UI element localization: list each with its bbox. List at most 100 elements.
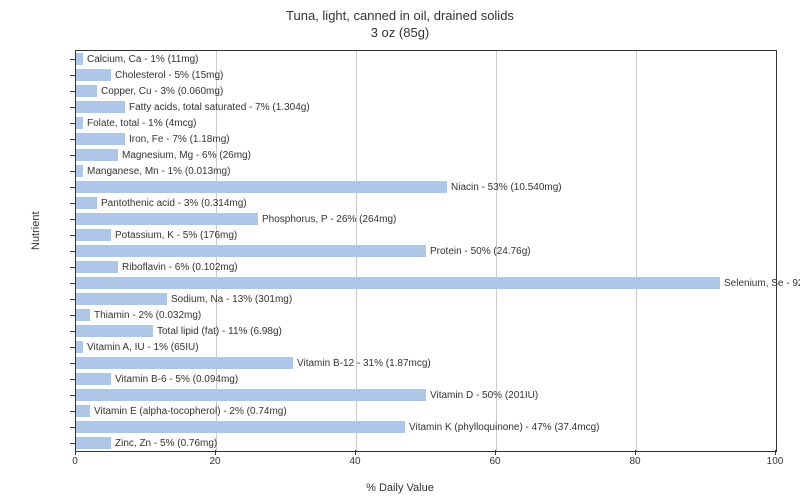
y-tick	[70, 59, 75, 60]
bar-row: Potassium, K - 5% (176mg)	[76, 229, 237, 241]
bar-row: Selenium, Se - 92% (64.6mcg)	[76, 277, 800, 289]
nutrient-bar	[76, 213, 258, 225]
bar-row: Sodium, Na - 13% (301mg)	[76, 293, 292, 305]
nutrient-bar-label: Zinc, Zn - 5% (0.76mg)	[115, 438, 217, 449]
bar-row: Folate, total - 1% (4mcg)	[76, 117, 196, 129]
bar-row: Riboflavin - 6% (0.102mg)	[76, 261, 238, 273]
y-tick	[70, 427, 75, 428]
bar-row: Phosphorus, P - 26% (264mg)	[76, 213, 396, 225]
y-tick	[70, 411, 75, 412]
nutrient-bar	[76, 389, 426, 401]
x-tick-label: 20	[209, 456, 220, 467]
nutrient-bar-label: Vitamin K (phylloquinone) - 47% (37.4mcg…	[409, 422, 599, 433]
y-tick	[70, 187, 75, 188]
x-tick	[635, 450, 636, 455]
nutrient-bar	[76, 357, 293, 369]
bar-row: Vitamin B-12 - 31% (1.87mcg)	[76, 357, 431, 369]
nutrient-bar	[76, 85, 97, 97]
chart-title: Tuna, light, canned in oil, drained soli…	[0, 0, 800, 42]
bar-row: Fatty acids, total saturated - 7% (1.304…	[76, 101, 310, 113]
nutrient-bar-label: Vitamin D - 50% (201IU)	[430, 390, 538, 401]
nutrient-bar	[76, 181, 447, 193]
nutrient-bar-label: Iron, Fe - 7% (1.18mg)	[129, 134, 230, 145]
nutrient-bar-label: Fatty acids, total saturated - 7% (1.304…	[129, 102, 310, 113]
bar-row: Vitamin A, IU - 1% (65IU)	[76, 341, 199, 353]
title-line-1: Tuna, light, canned in oil, drained soli…	[0, 8, 800, 25]
nutrient-bar	[76, 261, 118, 273]
x-tick-label: 0	[72, 456, 78, 467]
nutrient-bar	[76, 229, 111, 241]
nutrient-bar	[76, 421, 405, 433]
y-tick	[70, 299, 75, 300]
bar-row: Thiamin - 2% (0.032mg)	[76, 309, 201, 321]
nutrient-bar	[76, 197, 97, 209]
nutrient-bar-label: Vitamin E (alpha-tocopherol) - 2% (0.74m…	[94, 406, 287, 417]
bar-row: Calcium, Ca - 1% (11mg)	[76, 53, 199, 65]
plot-area: Calcium, Ca - 1% (11mg) Cholesterol - 5% …	[75, 50, 777, 452]
nutrient-bar-label: Folate, total - 1% (4mcg)	[87, 118, 196, 129]
nutrient-bar-label: Magnesium, Mg - 6% (26mg)	[122, 150, 251, 161]
bar-row: Vitamin K (phylloquinone) - 47% (37.4mcg…	[76, 421, 599, 433]
nutrient-bar-label: Protein - 50% (24.76g)	[430, 246, 531, 257]
nutrient-bar	[76, 325, 153, 337]
nutrient-bar	[76, 69, 111, 81]
nutrient-bar	[76, 277, 720, 289]
x-tick-label: 60	[489, 456, 500, 467]
y-tick	[70, 363, 75, 364]
nutrient-bar-label: Manganese, Mn - 1% (0.013mg)	[87, 166, 230, 177]
y-tick	[70, 155, 75, 156]
nutrient-bar-label: Cholesterol - 5% (15mg)	[115, 70, 223, 81]
x-tick	[215, 450, 216, 455]
nutrient-bar-label: Phosphorus, P - 26% (264mg)	[262, 214, 396, 225]
nutrient-bar	[76, 309, 90, 321]
nutrient-bar	[76, 341, 83, 353]
y-tick	[70, 331, 75, 332]
x-tick	[75, 450, 76, 455]
nutrient-bar-label: Copper, Cu - 3% (0.060mg)	[101, 86, 223, 97]
nutrient-bar	[76, 437, 111, 449]
nutrient-bar-label: Calcium, Ca - 1% (11mg)	[87, 54, 199, 65]
y-tick	[70, 219, 75, 220]
y-tick	[70, 139, 75, 140]
bar-row: Copper, Cu - 3% (0.060mg)	[76, 85, 223, 97]
x-tick	[775, 450, 776, 455]
bar-row: Total lipid (fat) - 11% (6.98g)	[76, 325, 282, 337]
y-tick	[70, 395, 75, 396]
nutrient-bar-label: Vitamin A, IU - 1% (65IU)	[87, 342, 199, 353]
nutrient-bar-label: Vitamin B-12 - 31% (1.87mcg)	[297, 358, 431, 369]
y-tick	[70, 267, 75, 268]
nutrient-bar-label: Riboflavin - 6% (0.102mg)	[122, 262, 238, 273]
bar-row: Vitamin E (alpha-tocopherol) - 2% (0.74m…	[76, 405, 287, 417]
bar-row: Manganese, Mn - 1% (0.013mg)	[76, 165, 230, 177]
bar-row: Iron, Fe - 7% (1.18mg)	[76, 133, 230, 145]
y-tick	[70, 235, 75, 236]
nutrient-bar	[76, 117, 83, 129]
y-tick	[70, 443, 75, 444]
y-tick	[70, 75, 75, 76]
nutrient-bar-label: Sodium, Na - 13% (301mg)	[171, 294, 292, 305]
nutrient-bar-label: Total lipid (fat) - 11% (6.98g)	[157, 326, 282, 337]
nutrient-bar	[76, 165, 83, 177]
nutrient-bar	[76, 53, 83, 65]
x-tick-label: 80	[629, 456, 640, 467]
y-tick	[70, 107, 75, 108]
bar-row: Magnesium, Mg - 6% (26mg)	[76, 149, 251, 161]
x-tick-label: 100	[767, 456, 784, 467]
nutrient-bar	[76, 373, 111, 385]
nutrient-bar-label: Thiamin - 2% (0.032mg)	[94, 310, 201, 321]
nutrient-chart: Tuna, light, canned in oil, drained soli…	[0, 0, 800, 500]
y-tick	[70, 251, 75, 252]
nutrient-bar-label: Pantothenic acid - 3% (0.314mg)	[101, 198, 247, 209]
x-tick	[495, 450, 496, 455]
y-tick	[70, 171, 75, 172]
nutrient-bar	[76, 245, 426, 257]
y-tick	[70, 315, 75, 316]
nutrient-bar-label: Niacin - 53% (10.540mg)	[451, 182, 562, 193]
bar-row: Vitamin B-6 - 5% (0.094mg)	[76, 373, 238, 385]
y-tick	[70, 283, 75, 284]
bar-row: Pantothenic acid - 3% (0.314mg)	[76, 197, 247, 209]
nutrient-bar-label: Selenium, Se - 92% (64.6mcg)	[724, 278, 800, 289]
x-tick	[355, 450, 356, 455]
y-tick	[70, 123, 75, 124]
y-tick	[70, 203, 75, 204]
